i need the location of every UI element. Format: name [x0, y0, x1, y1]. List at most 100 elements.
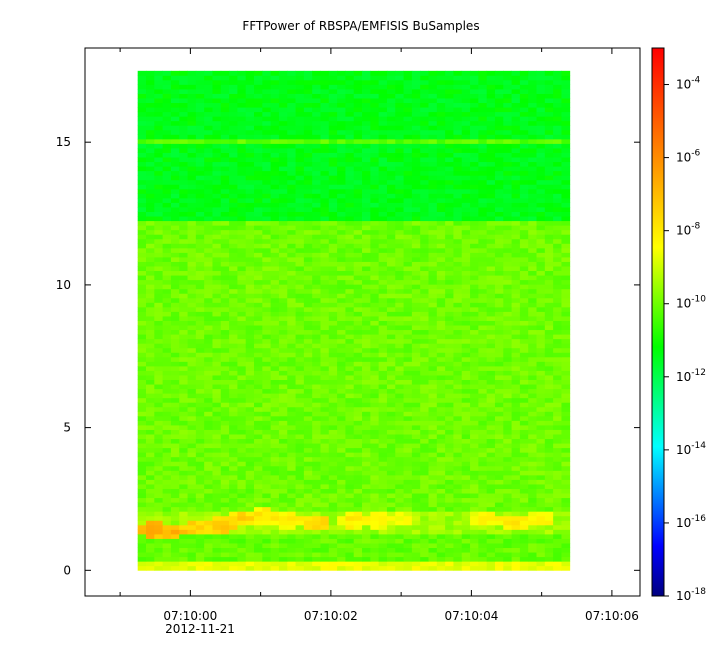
heatmap-cell [179, 438, 188, 444]
heatmap-cell [270, 452, 280, 458]
heatmap-cell [470, 397, 479, 403]
heatmap-cell [320, 188, 330, 194]
heatmap-cell [353, 411, 363, 417]
heatmap-cell [428, 175, 438, 181]
heatmap-cell [561, 365, 571, 371]
heatmap-cell [179, 365, 188, 371]
heatmap-cell [146, 343, 155, 349]
heatmap-cell [544, 329, 554, 335]
heatmap-cell [511, 311, 521, 317]
heatmap-cell [411, 216, 421, 222]
heatmap-cell [511, 157, 521, 163]
heatmap-cell [445, 275, 454, 281]
heatmap-cell [486, 511, 496, 517]
heatmap-cell [470, 302, 479, 308]
heatmap-cell [362, 356, 371, 362]
heatmap-cell [445, 515, 454, 521]
heatmap-cell [561, 425, 571, 430]
heatmap-cell [420, 134, 429, 140]
heatmap-cell [436, 384, 446, 390]
heatmap-cell [494, 325, 504, 331]
heatmap-cell [187, 361, 197, 367]
heatmap-cell [254, 352, 263, 358]
heatmap-cell [287, 420, 296, 426]
heatmap-cell [312, 225, 321, 231]
heatmap-cell [303, 207, 313, 212]
heatmap-cell [262, 447, 272, 453]
heatmap-cell [395, 257, 404, 262]
heatmap-cell [287, 524, 296, 530]
heatmap-cell [553, 220, 562, 226]
heatmap-cell [229, 207, 238, 212]
heatmap-cell [453, 370, 463, 376]
heatmap-cell [212, 484, 222, 489]
heatmap-cell [303, 370, 313, 376]
heatmap-cell [212, 375, 222, 380]
heatmap-cell [370, 279, 380, 285]
heatmap-cell [328, 461, 338, 467]
heatmap-cell [478, 288, 488, 294]
heatmap-cell [503, 225, 512, 231]
heatmap-cell [270, 402, 280, 408]
heatmap-cell [146, 497, 155, 503]
heatmap-cell [270, 493, 280, 499]
heatmap-cell [254, 474, 263, 480]
heatmap-cell [254, 166, 263, 172]
heatmap-cell [287, 443, 296, 449]
heatmap-cell [536, 474, 546, 480]
heatmap-cell [262, 197, 272, 203]
heatmap-cell [453, 511, 463, 517]
heatmap-cell [278, 547, 288, 553]
heatmap-cell [378, 261, 388, 267]
heatmap-cell [187, 538, 197, 544]
heatmap-cell [453, 347, 463, 353]
heatmap-cell [561, 216, 571, 222]
heatmap-cell [461, 520, 471, 526]
heatmap-cell [237, 511, 247, 517]
heatmap-cell [386, 288, 396, 294]
heatmap-cell [320, 356, 330, 362]
heatmap-cell [195, 361, 205, 367]
heatmap-cell [528, 538, 537, 544]
heatmap-cell [528, 152, 537, 158]
heatmap-cell [553, 257, 562, 262]
heatmap-cell [478, 365, 488, 371]
heatmap-cell [511, 316, 521, 321]
heatmap-cell [245, 266, 255, 272]
heatmap-cell [536, 202, 546, 208]
heatmap-cell [262, 347, 272, 353]
heatmap-cell [137, 188, 147, 194]
heatmap-cell [470, 170, 479, 176]
heatmap-cell [536, 193, 546, 199]
heatmap-cell [337, 552, 346, 558]
heatmap-cell [270, 406, 280, 412]
heatmap-cell [370, 456, 380, 462]
heatmap-cell [403, 266, 413, 272]
heatmap-cell [486, 157, 496, 163]
heatmap-cell [362, 293, 371, 299]
heatmap-cell [470, 356, 479, 362]
heatmap-cell [386, 234, 396, 240]
heatmap-cell [503, 497, 512, 503]
heatmap-cell [278, 375, 288, 380]
heatmap-cell [378, 284, 388, 290]
heatmap-cell [453, 175, 463, 181]
heatmap-cell [312, 188, 321, 194]
heatmap-cell [328, 520, 338, 526]
heatmap-cell [154, 234, 164, 240]
heatmap-cell [494, 425, 504, 430]
heatmap-cell [303, 225, 313, 231]
heatmap-cell [395, 547, 404, 553]
heatmap-cell [370, 547, 380, 553]
heatmap-cell [511, 406, 521, 412]
heatmap-cell [428, 379, 438, 385]
heatmap-cell [229, 561, 238, 567]
heatmap-cell [287, 179, 296, 185]
heatmap-cell [262, 515, 272, 521]
heatmap-cell [278, 561, 288, 567]
heatmap-cell [187, 402, 197, 408]
heatmap-cell [179, 279, 188, 285]
heatmap-cell [353, 502, 363, 508]
heatmap-cell [362, 520, 371, 526]
heatmap-cell [420, 556, 429, 562]
